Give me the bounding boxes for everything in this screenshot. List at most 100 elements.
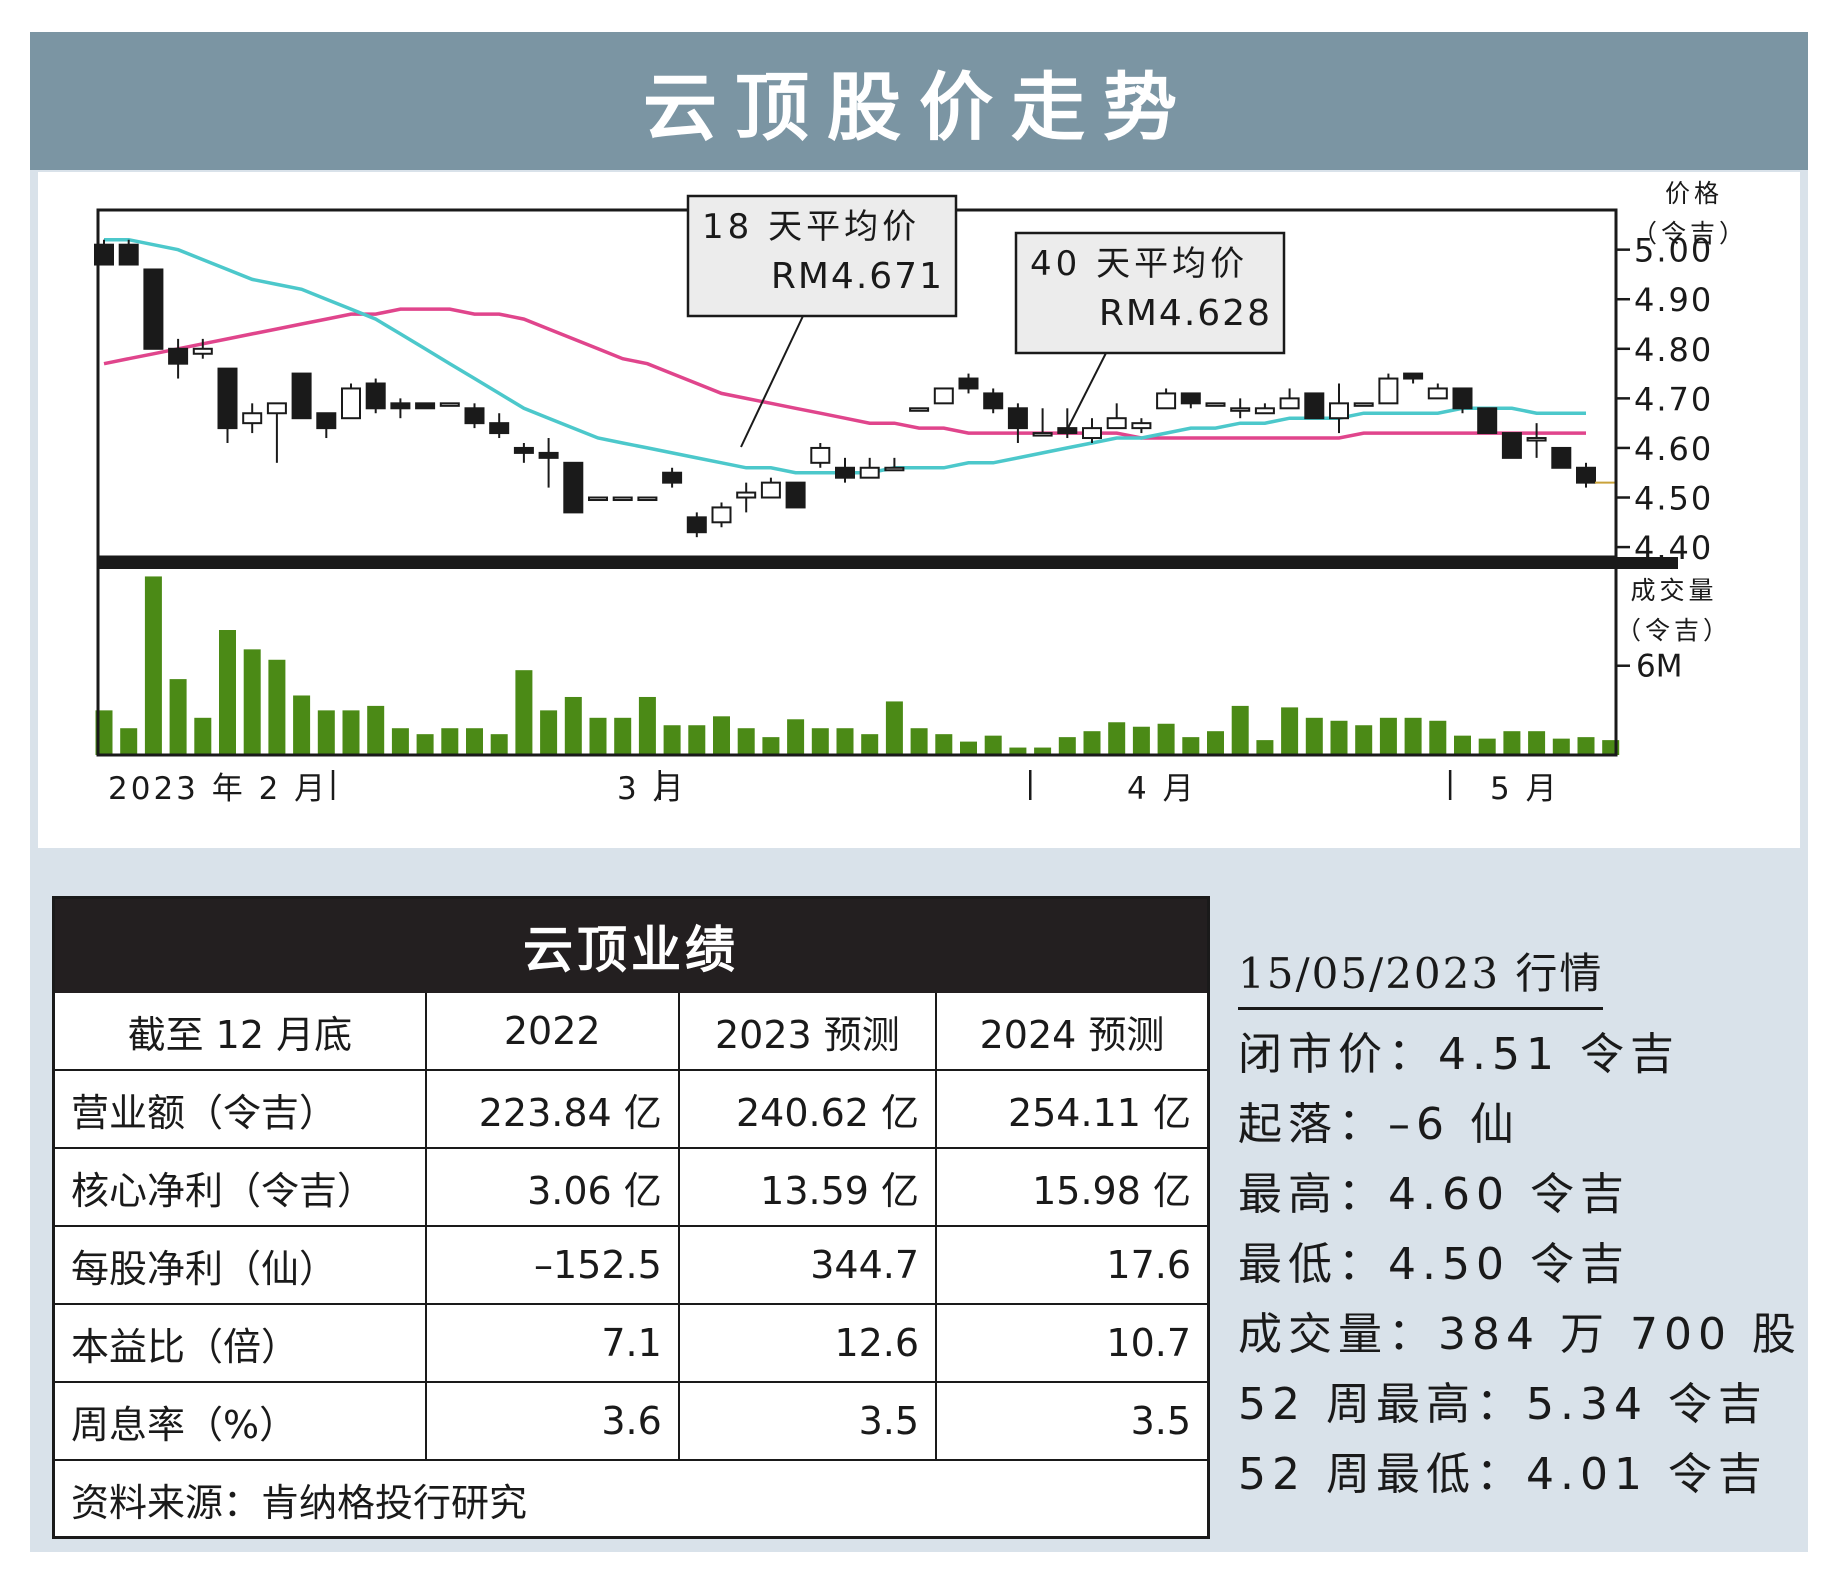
volume-bar — [737, 728, 755, 755]
volume-bar — [564, 696, 582, 755]
table-cell: 3.06 亿 — [424, 1147, 680, 1227]
volume-bar — [960, 741, 977, 755]
table-row: 每股净利（仙） –152.5 344.7 17.6 — [55, 1225, 1207, 1305]
volume-bar — [1379, 717, 1397, 755]
row-label: 周息率（%） — [55, 1381, 427, 1461]
candle-down — [1403, 372, 1424, 380]
source-row: 资料来源：肯纳格投行研究 — [55, 1459, 1207, 1537]
volume-bar — [638, 696, 656, 755]
month-label: 3 月 — [617, 771, 687, 807]
candle-up — [1205, 402, 1226, 407]
table-header-cell: 截至 12 月底 — [55, 993, 427, 1071]
candle-down — [983, 392, 1004, 410]
candle-down — [538, 451, 559, 459]
volume-bar — [910, 728, 928, 755]
volume-bar — [1528, 731, 1546, 755]
volume-bar — [1256, 740, 1274, 755]
candle-down — [415, 402, 436, 410]
candle-up — [859, 466, 880, 479]
volume-bar — [293, 695, 311, 755]
candle-up — [266, 402, 287, 415]
candle-down — [168, 347, 189, 365]
page-title: 云顶股价走势 — [643, 64, 1195, 151]
table-row: 核心净利（令吉） 3.06 亿 13.59 亿 15.98 亿 — [55, 1147, 1207, 1227]
table-cell: 7.1 — [424, 1303, 680, 1383]
candle-down — [1501, 432, 1522, 459]
candle-down — [143, 268, 164, 350]
candle-down — [1057, 427, 1078, 435]
ma40-callout-box — [1014, 231, 1286, 355]
table-cell: 254.11 亿 — [935, 1069, 1207, 1149]
volume-bar — [466, 728, 483, 755]
candle-up — [1427, 387, 1448, 400]
ma40-callout-value: RM4.628 — [1099, 293, 1272, 334]
candle-up — [588, 496, 608, 502]
candle-up — [909, 407, 930, 412]
volume-bar — [1330, 720, 1348, 755]
ma40-callout-leader — [1067, 352, 1107, 429]
volume-bar — [367, 705, 385, 755]
candle-down — [464, 407, 485, 425]
candle-down — [365, 382, 386, 410]
candle-up — [1082, 427, 1102, 440]
candle-down — [1304, 392, 1325, 420]
candle-down — [563, 461, 584, 514]
volume-bar — [540, 710, 558, 755]
volume-bar — [144, 576, 162, 755]
volume-bar — [1454, 735, 1471, 755]
candle-up — [439, 402, 460, 407]
month-label: 4 月 — [1127, 771, 1197, 807]
row-label: 营业额（令吉） — [55, 1069, 427, 1149]
volume-bar — [713, 716, 730, 755]
market-summary: 15/05/2023 行情 闭市价：4.51 令吉 起落：–6 仙 最高：4.6… — [1238, 940, 1798, 1510]
title-bar: 云顶股价走势 — [30, 32, 1808, 170]
candle-down — [513, 446, 534, 454]
table-cell: 3.6 — [424, 1381, 680, 1461]
volume-bar — [663, 725, 681, 755]
candle-down — [1180, 392, 1201, 405]
volume-bar — [1132, 726, 1150, 755]
volume-bar — [342, 710, 360, 755]
volume-bar — [688, 725, 706, 755]
table-cell: 3.5 — [935, 1381, 1207, 1461]
chart-panel: 5.00 4.90 4.80 4.70 4.60 4.50 4.40 价格 （令吉） 成交量 （令吉… — [38, 172, 1800, 848]
month-label: 2023 年 2 月 — [108, 771, 328, 807]
table-cell: 17.6 — [935, 1225, 1207, 1305]
volume-bar — [811, 728, 829, 755]
volume-bar — [120, 728, 138, 755]
table-cell: 10.7 — [935, 1303, 1207, 1383]
volume-bar — [194, 717, 212, 755]
volume-bar — [1404, 717, 1422, 755]
candle-down — [686, 516, 707, 534]
row-label: 核心净利（令吉） — [55, 1147, 427, 1227]
ma18-callout-title: 18 天平均价 — [702, 207, 920, 247]
volume-axis-unit: （令吉） — [1616, 616, 1732, 645]
volume-bar — [935, 734, 953, 755]
price-tick-label: 5.00 — [1634, 232, 1713, 270]
volume-bar — [1231, 705, 1249, 755]
table-cell: 240.62 亿 — [677, 1069, 938, 1149]
price-tick-label: 4.80 — [1634, 331, 1713, 369]
candle-up — [1254, 407, 1275, 415]
volume-bar — [391, 728, 409, 755]
table-header-cell: 2023 预测 — [677, 993, 938, 1071]
price-tick-label: 4.50 — [1634, 480, 1713, 518]
candle-up — [192, 347, 213, 355]
volume-bar — [1108, 722, 1126, 755]
day-high: 最高：4.60 令吉 — [1238, 1169, 1630, 1220]
week52-low: 52 周最低：4.01 令吉 — [1238, 1449, 1768, 1500]
volume-bar — [490, 734, 508, 755]
volume-bar — [1034, 747, 1052, 755]
volume-bar — [1058, 737, 1076, 755]
candle-down — [390, 402, 411, 410]
volume-bar — [861, 734, 879, 755]
volume-tick-label: 6M — [1636, 649, 1682, 685]
volume-bar — [169, 679, 187, 755]
performance-title: 云顶业绩 — [55, 899, 1207, 993]
volume-bar — [1577, 737, 1595, 755]
candle-up — [242, 412, 263, 425]
table-cell: –152.5 — [424, 1225, 680, 1305]
price-change: 起落：–6 仙 — [1238, 1099, 1520, 1150]
candle-up — [637, 496, 658, 502]
table-cell: 13.59 亿 — [677, 1147, 938, 1227]
